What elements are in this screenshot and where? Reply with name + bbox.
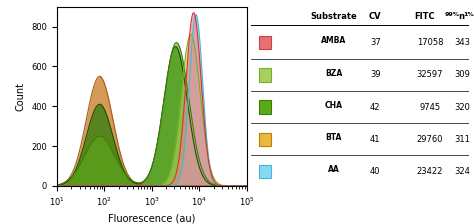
Text: 309: 309 <box>455 70 471 79</box>
Text: FITC: FITC <box>415 12 435 21</box>
Text: 29760: 29760 <box>417 135 443 144</box>
FancyBboxPatch shape <box>258 100 271 114</box>
FancyBboxPatch shape <box>258 36 271 49</box>
Text: CHA: CHA <box>325 101 343 110</box>
Text: 42: 42 <box>370 103 381 112</box>
Text: Substrate: Substrate <box>310 12 357 21</box>
Text: 1%: 1% <box>464 12 474 17</box>
Text: 37: 37 <box>370 38 381 47</box>
FancyBboxPatch shape <box>258 68 271 82</box>
Text: 40: 40 <box>370 167 381 176</box>
FancyBboxPatch shape <box>258 165 271 178</box>
Text: 311: 311 <box>455 135 471 144</box>
Text: 99%: 99% <box>444 12 459 17</box>
Text: BZA: BZA <box>325 69 343 78</box>
Text: 17058: 17058 <box>417 38 443 47</box>
Text: AA: AA <box>328 165 340 174</box>
Text: 343: 343 <box>455 38 471 47</box>
Text: 23422: 23422 <box>417 167 443 176</box>
Text: 41: 41 <box>370 135 381 144</box>
Text: 39: 39 <box>370 70 381 79</box>
Text: AMBA: AMBA <box>321 36 346 45</box>
Text: 32597: 32597 <box>417 70 443 79</box>
Text: 320: 320 <box>455 103 471 112</box>
Text: 9745: 9745 <box>419 103 440 112</box>
Y-axis label: Count: Count <box>16 82 26 111</box>
FancyBboxPatch shape <box>258 133 271 146</box>
X-axis label: Fluorescence (au): Fluorescence (au) <box>108 214 195 224</box>
Text: BTA: BTA <box>326 133 342 142</box>
Text: CV: CV <box>369 12 382 21</box>
Text: 324: 324 <box>455 167 471 176</box>
Text: n: n <box>458 12 465 21</box>
